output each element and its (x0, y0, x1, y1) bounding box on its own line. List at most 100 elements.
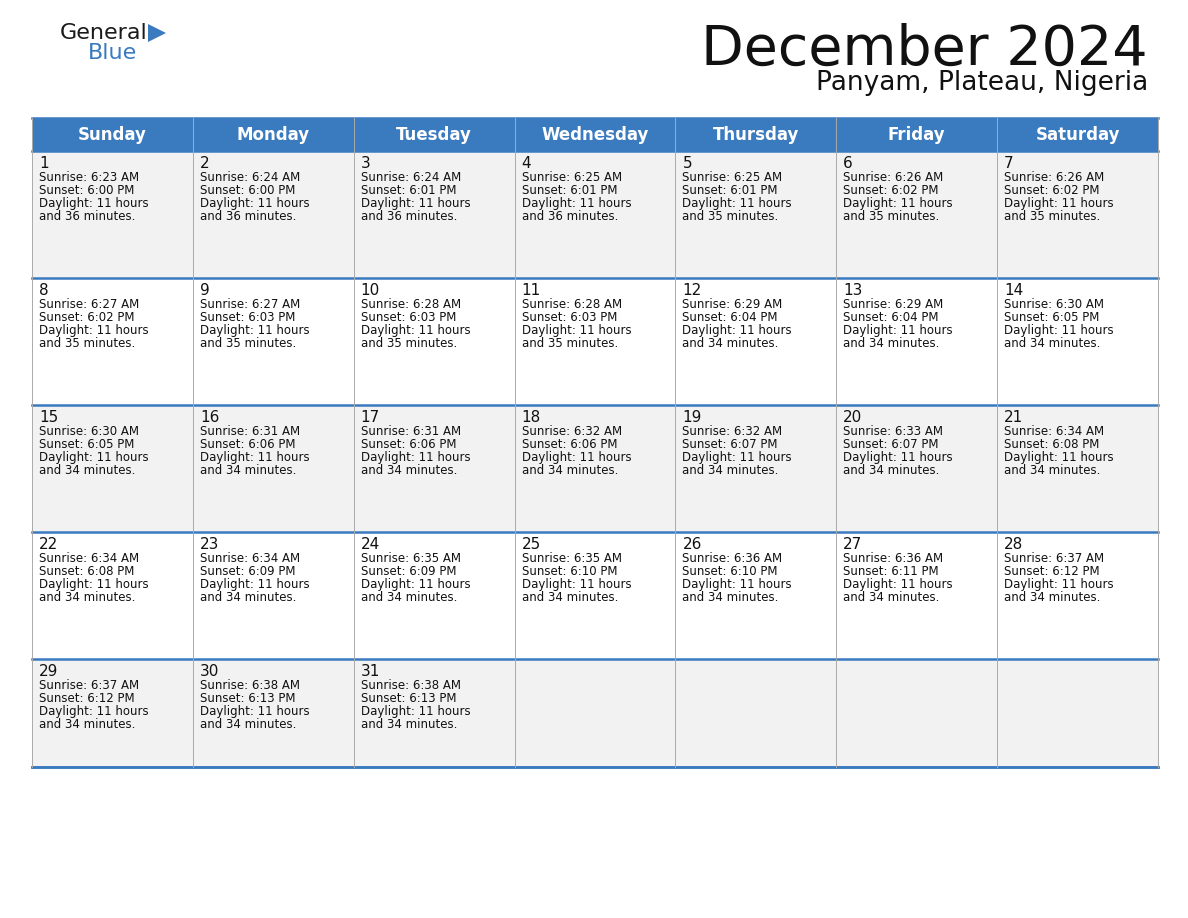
Text: Sunset: 6:07 PM: Sunset: 6:07 PM (682, 438, 778, 451)
Text: 23: 23 (200, 537, 220, 552)
Bar (836, 532, 997, 659)
Text: and 34 minutes.: and 34 minutes. (843, 337, 940, 350)
Text: 12: 12 (682, 283, 702, 298)
Text: Sunset: 6:02 PM: Sunset: 6:02 PM (39, 311, 134, 324)
Text: Sunrise: 6:29 AM: Sunrise: 6:29 AM (843, 298, 943, 311)
Text: Tuesday: Tuesday (397, 126, 472, 143)
Polygon shape (148, 24, 166, 42)
Text: and 34 minutes.: and 34 minutes. (682, 591, 779, 604)
Text: Daylight: 11 hours: Daylight: 11 hours (522, 324, 631, 337)
Text: Sunset: 6:06 PM: Sunset: 6:06 PM (361, 438, 456, 451)
Text: Daylight: 11 hours: Daylight: 11 hours (200, 324, 310, 337)
Bar (192, 151, 354, 278)
Text: December 2024: December 2024 (701, 23, 1148, 77)
Text: 4: 4 (522, 156, 531, 171)
Text: 24: 24 (361, 537, 380, 552)
Text: Sunset: 6:05 PM: Sunset: 6:05 PM (39, 438, 134, 451)
Text: Sunset: 6:11 PM: Sunset: 6:11 PM (843, 565, 939, 578)
Bar (354, 151, 514, 278)
Text: Sunrise: 6:29 AM: Sunrise: 6:29 AM (682, 298, 783, 311)
Text: and 34 minutes.: and 34 minutes. (1004, 591, 1100, 604)
Text: 5: 5 (682, 156, 693, 171)
Text: 26: 26 (682, 537, 702, 552)
Text: Sunrise: 6:38 AM: Sunrise: 6:38 AM (200, 679, 299, 692)
Text: and 36 minutes.: and 36 minutes. (39, 210, 135, 223)
Text: Daylight: 11 hours: Daylight: 11 hours (1004, 451, 1114, 464)
Text: and 36 minutes.: and 36 minutes. (361, 210, 457, 223)
Text: Daylight: 11 hours: Daylight: 11 hours (39, 578, 148, 591)
Text: Sunset: 6:12 PM: Sunset: 6:12 PM (39, 692, 134, 705)
Text: Thursday: Thursday (713, 126, 800, 143)
Text: Sunrise: 6:33 AM: Sunrise: 6:33 AM (843, 425, 943, 438)
Text: Sunset: 6:10 PM: Sunset: 6:10 PM (682, 565, 778, 578)
Text: Sunset: 6:08 PM: Sunset: 6:08 PM (39, 565, 134, 578)
Text: Sunset: 6:00 PM: Sunset: 6:00 PM (200, 184, 296, 197)
Text: and 34 minutes.: and 34 minutes. (39, 464, 135, 477)
Text: Sunrise: 6:23 AM: Sunrise: 6:23 AM (39, 171, 139, 184)
Text: Sunrise: 6:27 AM: Sunrise: 6:27 AM (39, 298, 139, 311)
Text: Saturday: Saturday (1035, 126, 1120, 143)
Text: Sunset: 6:01 PM: Sunset: 6:01 PM (361, 184, 456, 197)
Text: Daylight: 11 hours: Daylight: 11 hours (361, 451, 470, 464)
Text: Sunrise: 6:34 AM: Sunrise: 6:34 AM (39, 552, 139, 565)
Text: Sunset: 6:02 PM: Sunset: 6:02 PM (1004, 184, 1100, 197)
Text: Sunrise: 6:28 AM: Sunrise: 6:28 AM (522, 298, 621, 311)
Bar (32, 278, 192, 405)
Text: Sunset: 6:02 PM: Sunset: 6:02 PM (843, 184, 939, 197)
Bar (192, 659, 354, 767)
Text: Sunrise: 6:25 AM: Sunrise: 6:25 AM (682, 171, 783, 184)
Text: and 34 minutes.: and 34 minutes. (361, 464, 457, 477)
Text: and 35 minutes.: and 35 minutes. (1004, 210, 1100, 223)
Bar (676, 659, 836, 767)
Text: Daylight: 11 hours: Daylight: 11 hours (39, 705, 148, 718)
Bar (997, 532, 1158, 659)
Text: 22: 22 (39, 537, 58, 552)
Text: Sunrise: 6:34 AM: Sunrise: 6:34 AM (1004, 425, 1105, 438)
Text: General: General (61, 23, 147, 43)
Text: Sunrise: 6:32 AM: Sunrise: 6:32 AM (682, 425, 783, 438)
Bar (836, 659, 997, 767)
Text: and 35 minutes.: and 35 minutes. (522, 337, 618, 350)
Text: Daylight: 11 hours: Daylight: 11 hours (1004, 324, 1114, 337)
Text: and 34 minutes.: and 34 minutes. (200, 591, 296, 604)
Text: Sunset: 6:03 PM: Sunset: 6:03 PM (522, 311, 617, 324)
Text: 10: 10 (361, 283, 380, 298)
Text: 6: 6 (843, 156, 853, 171)
Text: and 34 minutes.: and 34 minutes. (682, 337, 779, 350)
Text: 1: 1 (39, 156, 49, 171)
Text: Daylight: 11 hours: Daylight: 11 hours (39, 324, 148, 337)
Bar (192, 532, 354, 659)
Text: Daylight: 11 hours: Daylight: 11 hours (843, 324, 953, 337)
Text: Sunset: 6:13 PM: Sunset: 6:13 PM (361, 692, 456, 705)
Text: 25: 25 (522, 537, 541, 552)
Text: Daylight: 11 hours: Daylight: 11 hours (843, 578, 953, 591)
Text: Sunrise: 6:35 AM: Sunrise: 6:35 AM (361, 552, 461, 565)
Bar (514, 532, 676, 659)
Text: Sunset: 6:07 PM: Sunset: 6:07 PM (843, 438, 939, 451)
Text: Sunrise: 6:34 AM: Sunrise: 6:34 AM (200, 552, 301, 565)
Text: Sunset: 6:06 PM: Sunset: 6:06 PM (522, 438, 617, 451)
Text: Daylight: 11 hours: Daylight: 11 hours (39, 451, 148, 464)
Text: Sunset: 6:01 PM: Sunset: 6:01 PM (522, 184, 617, 197)
Bar (997, 405, 1158, 532)
Text: Sunrise: 6:36 AM: Sunrise: 6:36 AM (843, 552, 943, 565)
Bar (192, 405, 354, 532)
Text: Sunrise: 6:25 AM: Sunrise: 6:25 AM (522, 171, 621, 184)
Text: Wednesday: Wednesday (542, 126, 649, 143)
Bar (192, 278, 354, 405)
Text: 18: 18 (522, 410, 541, 425)
Text: 21: 21 (1004, 410, 1023, 425)
Text: Sunset: 6:05 PM: Sunset: 6:05 PM (1004, 311, 1100, 324)
Text: and 34 minutes.: and 34 minutes. (361, 718, 457, 731)
Text: 28: 28 (1004, 537, 1023, 552)
Text: Sunrise: 6:37 AM: Sunrise: 6:37 AM (1004, 552, 1105, 565)
Text: Daylight: 11 hours: Daylight: 11 hours (1004, 197, 1114, 210)
Text: Sunset: 6:04 PM: Sunset: 6:04 PM (843, 311, 939, 324)
Text: and 34 minutes.: and 34 minutes. (200, 718, 296, 731)
Text: Sunrise: 6:37 AM: Sunrise: 6:37 AM (39, 679, 139, 692)
Text: Daylight: 11 hours: Daylight: 11 hours (1004, 578, 1114, 591)
Text: Daylight: 11 hours: Daylight: 11 hours (361, 197, 470, 210)
Text: Sunrise: 6:38 AM: Sunrise: 6:38 AM (361, 679, 461, 692)
Text: 19: 19 (682, 410, 702, 425)
Text: and 36 minutes.: and 36 minutes. (522, 210, 618, 223)
